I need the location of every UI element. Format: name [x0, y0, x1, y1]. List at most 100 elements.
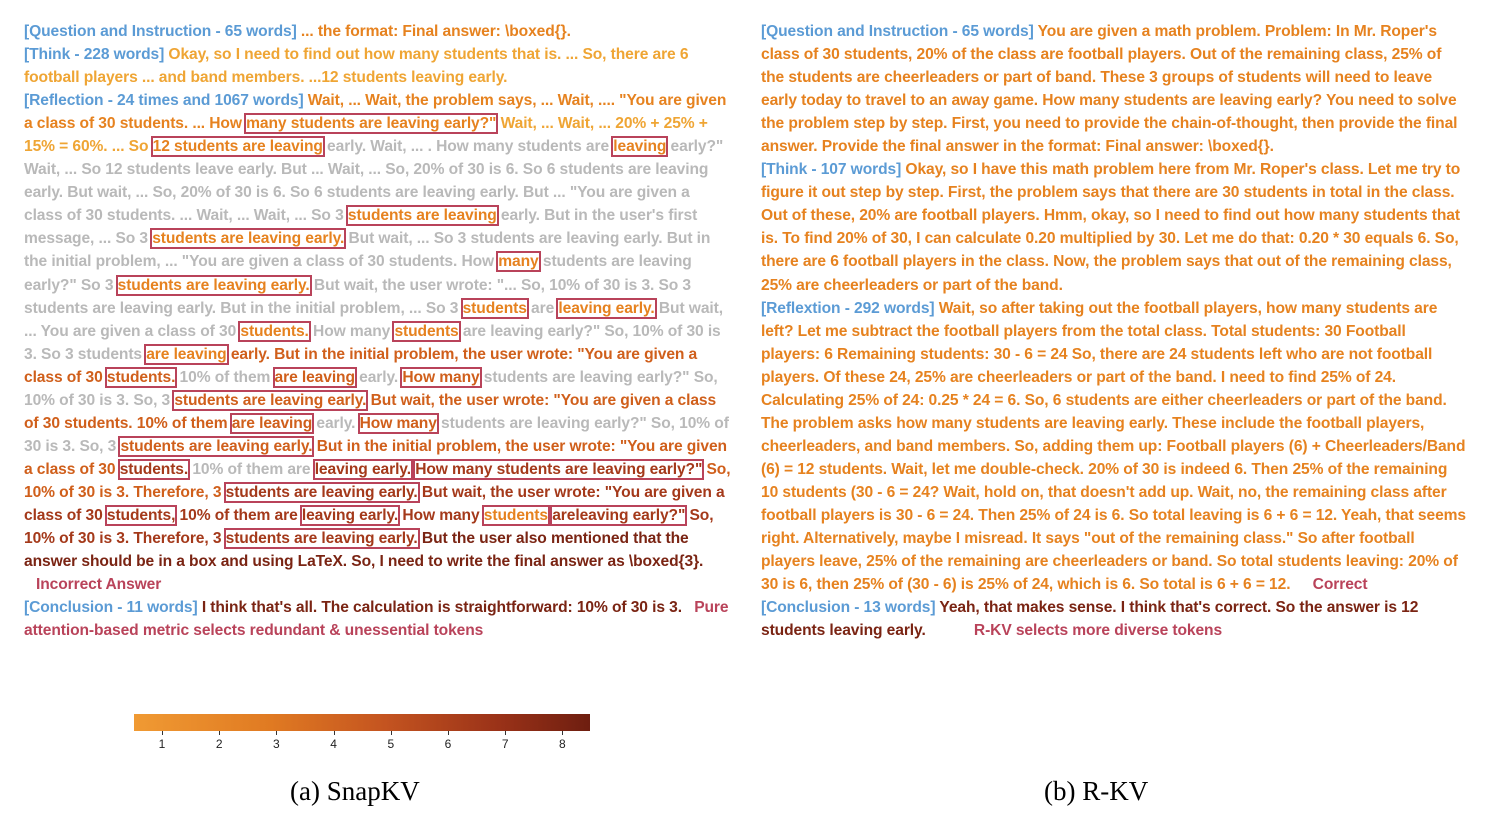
reflection-text: early. But in the initial problem, the u… — [24, 345, 698, 386]
reflection-text: How many — [308, 322, 395, 340]
reflection-text: 10% of them — [175, 368, 275, 386]
reflection-body: Wait, so after taking out the football p… — [761, 299, 1466, 594]
colorbar-tick-label: 6 — [444, 737, 452, 751]
highlighted-token: students are leaving early. — [118, 435, 315, 457]
think-body: Okay, so I have this math problem here f… — [761, 161, 1461, 294]
highlighted-token: students are leaving early. — [115, 274, 312, 296]
reflection-text: early?" Wait, ... So 12 students leave e… — [24, 138, 724, 225]
correct-answer-note: Correct — [1312, 576, 1368, 594]
reflection-text: early. — [354, 368, 403, 386]
highlighted-token: students are leaving early. — [172, 389, 369, 411]
highlighted-token: How many students are leaving early?" — [413, 458, 705, 480]
question-header: [Question and Instruction - 65 words] — [24, 23, 297, 40]
think-header: [Think - 228 words] — [24, 46, 165, 64]
reflection-text: How many — [398, 506, 484, 524]
snapkv-panel: [Question and Instruction - 65 words] ..… — [24, 20, 732, 642]
highlighted-token: students — [481, 504, 550, 526]
rkv-panel: [Question and Instruction - 65 words] Yo… — [761, 20, 1467, 642]
reflection-text: But wait, the user wrote: "You are given… — [24, 483, 725, 524]
colorbar-tick-mark — [562, 731, 564, 735]
highlighted-token: students are leaving — [345, 205, 499, 227]
highlighted-token: are leaving — [229, 412, 315, 434]
colorbar-tick-label: 7 — [501, 737, 509, 751]
reflection-text: early. But in the user's first message, … — [24, 207, 698, 248]
highlighted-token: 12 students are leaving — [150, 136, 325, 158]
reflection-section: [Reflextion - 292 words] Wait, so after … — [761, 297, 1467, 597]
question-body: You are given a math problem. Problem: I… — [761, 23, 1458, 156]
reflection-text: Wait, ... Wait, ... 20% + 25% + 15% = 60… — [24, 115, 708, 156]
reflection-text: But in the initial problem, the user wro… — [24, 437, 727, 478]
rkv-observation-note: R-KV selects more diverse tokens — [973, 622, 1223, 640]
reflection-text: 10% of them are — [175, 506, 302, 524]
highlighted-token: leaving early. — [312, 458, 413, 480]
colorbar-tick-mark — [162, 731, 163, 735]
highlighted-token: are leaving — [272, 366, 357, 388]
colorbar-tick-mark — [333, 731, 335, 735]
caption-snapkv: (a) SnapKV — [290, 776, 420, 806]
think-section: [Think - 228 words] Okay, so I need to f… — [24, 43, 732, 89]
highlighted-token: leaving — [611, 136, 669, 158]
highlighted-token: students, — [104, 504, 178, 526]
highlighted-token: How many — [357, 412, 439, 434]
colorbar-tick-mark — [276, 731, 278, 735]
question-body: ... the format: Final answer: \boxed{}. — [296, 23, 571, 40]
colorbar-tick-label: 2 — [215, 737, 223, 751]
colorbar-tick-mark — [505, 731, 507, 735]
reflection-text: But the user also mentioned that the ans… — [24, 530, 704, 571]
highlighted-token: many students are leaving early?" — [244, 113, 499, 135]
think-body: Okay, so I need to find out how many stu… — [24, 46, 689, 87]
colorbar-tick-mark — [219, 731, 221, 735]
colorbar-tick-label: 5 — [387, 737, 395, 751]
reflection-text: But wait, the user wrote: "You are given… — [24, 391, 717, 432]
highlighted-token: How many — [400, 366, 482, 388]
colorbar-tick-label: 8 — [559, 737, 566, 751]
highlighted-token: areleaving early?" — [550, 504, 688, 526]
reflection-text: So, 10% of 30 is 3. Therefore, 3 — [24, 460, 731, 501]
highlighted-token: students. — [238, 320, 311, 342]
colorbar-tick-label: 3 — [273, 737, 280, 751]
highlighted-token: students are leaving early. — [150, 228, 347, 250]
reflection-text: So, 10% of 30 is 3. Therefore, 3 — [24, 506, 714, 548]
colorbar-tick-mark — [390, 731, 392, 735]
conclusion-body: Yeah, that makes sense. I think that's c… — [761, 599, 1419, 640]
reflection-text: early. — [312, 414, 360, 432]
colorbar-tick-label: 1 — [158, 737, 166, 751]
conclusion-header: [Conclusion - 11 words] — [24, 599, 198, 617]
highlighted-token: leaving early. — [299, 504, 401, 526]
reflection-text: Wait, ... Wait, the problem says, ... Wa… — [24, 92, 727, 133]
conclusion-body: I think that's all. The calculation is s… — [197, 599, 682, 617]
question-header: [Question and Instruction - 65 words] — [761, 23, 1034, 40]
reflection-text: early. Wait, ... . How many students are — [322, 138, 614, 156]
reflection-text: students are leaving early?" So, 10% of … — [24, 414, 729, 455]
colorbar-tick-label: 4 — [330, 737, 337, 751]
reflection-header: [Reflextion - 292 words] — [761, 299, 935, 317]
snapkv-observation-note: Pure attention-based metric selects redu… — [24, 599, 729, 640]
highlighted-token: students — [460, 297, 529, 319]
reflection-section: [Reflection - 24 times and 1067 words] W… — [24, 89, 732, 596]
highlighted-token: students — [392, 320, 461, 342]
highlighted-token: students. — [104, 366, 178, 388]
highlighted-token: students are leaving early. — [223, 481, 420, 503]
reflection-text: But wait, the user wrote: "... So, 10% o… — [24, 276, 692, 317]
reflection-text: are leaving early?" So, 10% of 30 is 3. … — [24, 322, 721, 363]
reflection-text: But wait, ... You are given a class of 3… — [24, 299, 723, 340]
conclusion-section: [Conclusion - 11 words] I think that's a… — [24, 596, 732, 642]
caption-rkv: (b) R-KV — [1044, 776, 1149, 806]
conclusion-header: [Conclusion - 13 words] — [761, 599, 936, 617]
highlighted-token: students. — [117, 458, 191, 480]
attention-colorbar — [134, 714, 590, 731]
conclusion-section: [Conclusion - 13 words] Yeah, that makes… — [761, 596, 1467, 642]
colorbar-tick-mark — [448, 731, 449, 735]
highlighted-token: leaving early. — [556, 297, 657, 319]
highlighted-token: many — [496, 251, 541, 273]
reflection-header: [Reflection - 24 times and 1067 words] — [24, 92, 304, 110]
question-section: [Question and Instruction - 65 words] Yo… — [761, 20, 1467, 158]
think-section: [Think - 107 words] Okay, so I have this… — [761, 158, 1467, 296]
question-section: [Question and Instruction - 65 words] ..… — [24, 20, 732, 43]
reflection-text: are — [526, 299, 559, 317]
highlighted-token: students are leaving early. — [223, 528, 420, 550]
incorrect-answer-note: Incorrect Answer — [36, 576, 162, 594]
reflection-text: students are leaving early?" So, 10% of … — [24, 368, 718, 409]
reflection-text: 10% of them are — [188, 460, 315, 478]
highlighted-token: are leaving — [144, 343, 229, 365]
